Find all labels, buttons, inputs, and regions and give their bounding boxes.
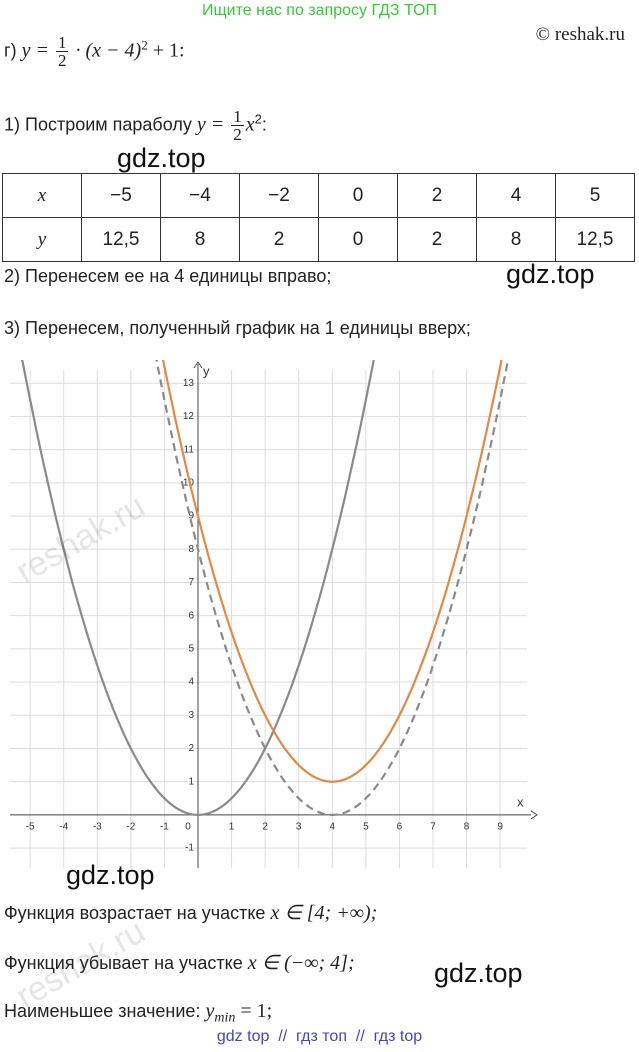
y-tick-label: 3: [188, 710, 194, 721]
banner: Ищите нас по запросу ГДЗ ТОП: [202, 2, 437, 19]
x-tick-label: 2: [262, 822, 268, 833]
variable: x: [245, 113, 255, 136]
footer: gdz top // гдз топ // гдз top: [216, 1028, 423, 1045]
x-tick-label: -2: [126, 822, 135, 833]
text: Функция возрастает на участке: [4, 903, 266, 923]
table-cell: 12,5: [555, 217, 635, 262]
y-tick-label: 7: [188, 577, 194, 588]
watermark: gdz.top: [506, 259, 595, 289]
table-cell: 8: [160, 217, 240, 262]
formula: = 1;: [240, 1000, 273, 1022]
step: 3) Перенесем, полученный график на 1 еди…: [4, 318, 471, 338]
step: 2) Перенесем ее на 4 единицы вправо;: [4, 266, 332, 286]
text: Функция убывает на участке: [4, 953, 243, 973]
arrow: [530, 810, 538, 820]
x-tick-label: -1: [160, 822, 169, 833]
exponent: 2: [141, 37, 148, 53]
x-axis-label: x: [517, 794, 524, 809]
parabola: [161, 360, 503, 783]
y-tick-label: 12: [183, 411, 195, 422]
conclusion: Наименьшее значение: ymin = 1;: [4, 1000, 272, 1027]
y-tick-label: 6: [188, 610, 194, 621]
step: 1) Построим параболу y = 1 2 x2:: [4, 108, 267, 143]
y-tick-label: 2: [188, 743, 194, 754]
table-cell: 2: [239, 217, 319, 262]
subscript: min: [214, 1010, 236, 1026]
step-text: 1) Построим параболу: [4, 114, 192, 135]
formula: y =: [21, 39, 49, 62]
formula: · (x − 4): [75, 39, 142, 62]
x-tick-label: 3: [296, 822, 302, 833]
y-axis-label: y: [203, 363, 210, 378]
formula: y =: [196, 113, 225, 136]
y-tick-label: -1: [185, 843, 194, 854]
watermark: gdz.top: [66, 860, 155, 890]
copyright: © reshak.ru: [535, 24, 625, 45]
y-tick-label: 9: [188, 511, 194, 522]
watermark: gdz.top: [434, 958, 523, 988]
y-tick-label: 10: [183, 478, 195, 489]
table-cell: 0: [318, 217, 398, 262]
denominator: 2: [233, 125, 242, 144]
x-tick-label: 4: [330, 822, 336, 833]
task-label: г): [4, 40, 17, 61]
arrow: [193, 361, 203, 369]
text: Наименьшее значение:: [4, 1001, 201, 1021]
y-tick-label: 11: [184, 444, 195, 455]
table-cell: −2: [239, 173, 319, 218]
parabola: [21, 360, 375, 816]
denominator: 2: [57, 51, 67, 70]
conclusion: Функция возрастает на участке x ∈ [4; +∞…: [4, 900, 377, 925]
x-tick-label: -5: [26, 822, 35, 833]
table-cell: 5: [555, 173, 635, 218]
y-tick-label: 13: [183, 378, 195, 389]
formula: y: [205, 1000, 215, 1022]
x-tick-label: -3: [93, 822, 102, 833]
graph: -5 -4 -3 -2 -1 0 1 2 3 4 5 6 7 8 9-112345678910111213x…: [10, 360, 538, 868]
formula: :: [261, 114, 267, 135]
x-tick-label: -4: [59, 822, 68, 833]
table-cell: −5: [81, 173, 161, 218]
table-cell: 2: [397, 217, 477, 262]
y-tick-label: 8: [188, 544, 194, 555]
table-row: x −5 −4 −2 0 2 4 5: [2, 173, 635, 218]
x-tick-label: 7: [430, 822, 436, 833]
x-tick-label: 6: [397, 822, 403, 833]
y-tick-label: 4: [188, 677, 194, 688]
formula: + 1:: [152, 39, 185, 62]
table-cell: 12,5: [81, 217, 161, 262]
numerator: 1: [55, 33, 69, 52]
x-tick-label: 5: [363, 822, 369, 833]
conclusion: Функция убывает на участке x ∈ (−∞; 4];: [4, 950, 355, 975]
value-table: x −5 −4 −2 0 2 4 5 y 12,5 8 2 0 2 8 12,5: [2, 173, 635, 262]
watermark: gdz.top: [117, 143, 206, 173]
x-tick-label: 9: [497, 822, 503, 833]
table-cell: 4: [476, 173, 556, 218]
numerator: 1: [231, 107, 244, 126]
table-cell: 2: [397, 173, 477, 218]
y-tick-label: 5: [188, 644, 194, 655]
parabola: [155, 360, 510, 816]
table-row: y 12,5 8 2 0 2 8 12,5: [2, 217, 635, 262]
x-tick-label: 1: [229, 822, 235, 833]
table-cell: x: [2, 173, 82, 218]
table-cell: y: [2, 217, 82, 262]
formula: x ∈ [4; +∞);: [270, 902, 378, 924]
table-cell: 0: [318, 173, 398, 218]
x-tick-label: 0: [185, 822, 191, 833]
y-tick-label: 1: [188, 776, 194, 787]
table-cell: −4: [160, 173, 240, 218]
exponent: 2: [254, 111, 262, 127]
x-tick-label: 8: [464, 822, 470, 833]
table-cell: 8: [476, 217, 556, 262]
formula: x ∈ (−∞; 4];: [247, 952, 355, 974]
